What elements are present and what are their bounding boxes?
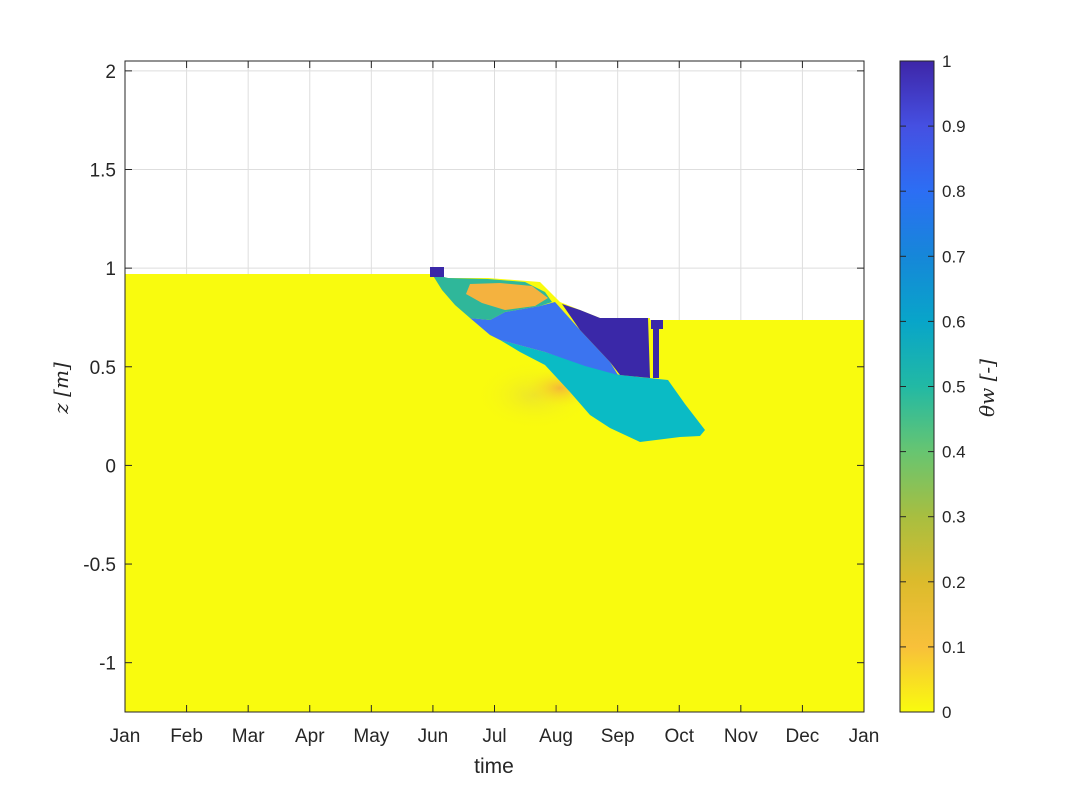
region-lower-wet [500, 340, 705, 442]
x-tick-label: Mar [232, 726, 265, 747]
x-axis: Jan Feb Mar Apr May Jun Jul Aug Sep Oct Nov Dec Jan [110, 61, 880, 747]
colorbar-axis: 0 0.1 0.2 0.3 0.4 0.5 0.6 0.7 0.8 0.9 1 [900, 52, 966, 722]
colorbar-tick-label: 0.1 [942, 638, 966, 657]
y-tick-label: -1 [99, 654, 116, 675]
region-background [125, 274, 864, 712]
x-tick-label: Nov [724, 726, 758, 747]
x-tick-label: Jun [418, 726, 449, 747]
region-middle-wet [470, 302, 618, 375]
colorbar-tick-label: 0.3 [942, 508, 966, 527]
colorbar-tick-label: 0 [942, 703, 951, 722]
y-axis-label: z [m] [49, 362, 73, 415]
region-saturated-top-cell [430, 267, 444, 277]
x-tick-label: Dec [786, 726, 820, 747]
colorbar-tick-label: 0.5 [942, 378, 966, 397]
heatmap-field [125, 267, 864, 712]
colorbar-tick-label: 0.2 [942, 573, 966, 592]
y-axis: -1 -0.5 0 0.5 1 1.5 2 [83, 62, 864, 675]
colorbar-tick-label: 0.6 [942, 312, 966, 331]
x-tick-label: Apr [295, 726, 325, 747]
x-tick-label: Jan [110, 726, 141, 747]
x-tick-label: Jul [482, 726, 506, 747]
y-tick-label: -0.5 [83, 555, 116, 576]
x-tick-label: May [353, 726, 389, 747]
x-tick-label: Sep [601, 726, 635, 747]
x-tick-label: Feb [170, 726, 203, 747]
y-tick-label: 1 [105, 259, 116, 280]
colorbar-tick-label: 0.4 [942, 443, 966, 462]
region-dry-patch [466, 283, 548, 310]
region-saturated [562, 304, 650, 378]
y-tick-label: 0 [105, 456, 116, 477]
y-tick-label: 2 [105, 62, 116, 83]
x-tick-label: Aug [539, 726, 573, 747]
x-axis-label: time [474, 755, 514, 778]
x-tick-label: Oct [664, 726, 694, 747]
colorbar-tick-label: 0.9 [942, 117, 966, 136]
colorbar-tick-label: 0.7 [942, 247, 966, 266]
region-saturated-column [653, 322, 659, 378]
region-saturated-cap [651, 320, 663, 329]
colorbar-label: θw [-] [975, 359, 999, 417]
colorbar-tick-label: 0.8 [942, 182, 966, 201]
y-tick-label: 1.5 [90, 161, 116, 182]
colorbar-tick-label: 1 [942, 52, 951, 71]
y-tick-label: 0.5 [90, 358, 116, 379]
x-tick-label: Jan [849, 726, 880, 747]
